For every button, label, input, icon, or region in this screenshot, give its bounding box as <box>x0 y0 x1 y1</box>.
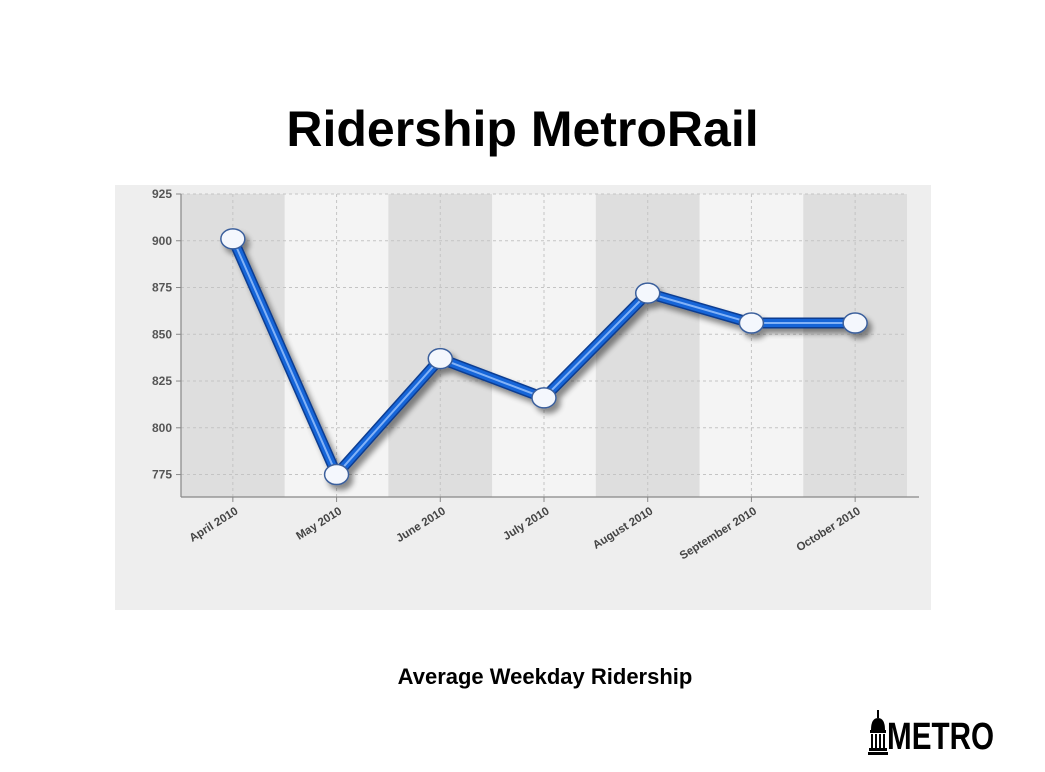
x-tick-label: July 2010 <box>501 505 551 543</box>
y-tick-label: 900 <box>152 234 172 248</box>
slide-title: Ridership MetroRail <box>286 101 759 157</box>
y-tick-label: 850 <box>152 327 172 341</box>
x-tick-label: April 2010 <box>187 505 240 544</box>
metro-logo: METRO <box>868 708 994 764</box>
x-tick-label: August 2010 <box>591 505 655 551</box>
data-point <box>220 228 246 250</box>
chart-caption: Average Weekday Ridership <box>397 664 693 689</box>
y-tick-label: 925 <box>152 187 172 201</box>
x-axis-ticks: April 2010 May 2010 June 2010 July 2010 Augu… <box>187 497 863 562</box>
data-point <box>738 312 765 334</box>
x-tick-label: September 2010 <box>678 505 759 562</box>
y-tick-label: 775 <box>152 468 172 482</box>
data-point <box>634 282 661 304</box>
y-tick-label: 800 <box>152 421 172 435</box>
metro-logo-text: METRO <box>887 716 995 758</box>
x-tick-label: October 2010 <box>795 505 863 554</box>
chart-panel: 775 800 825 850 875 900 925 April 2010 May 2010… <box>115 185 931 610</box>
y-tick-label: 825 <box>152 374 172 388</box>
data-point <box>842 312 868 334</box>
series-group <box>220 228 868 486</box>
data-point <box>427 347 454 370</box>
x-tick-label: June 2010 <box>394 505 448 545</box>
x-tick-label: May 2010 <box>294 505 344 542</box>
data-point <box>531 387 557 409</box>
gridlines <box>181 193 907 497</box>
capitol-dome-icon <box>868 710 888 755</box>
axes <box>180 194 919 498</box>
y-tick-label: 875 <box>152 281 172 295</box>
y-axis-ticks: 775 800 825 850 875 900 925 <box>152 187 181 482</box>
ridership-line-chart: 775 800 825 850 875 900 925 April 2010 May 2010… <box>152 187 919 562</box>
data-point <box>323 463 350 486</box>
